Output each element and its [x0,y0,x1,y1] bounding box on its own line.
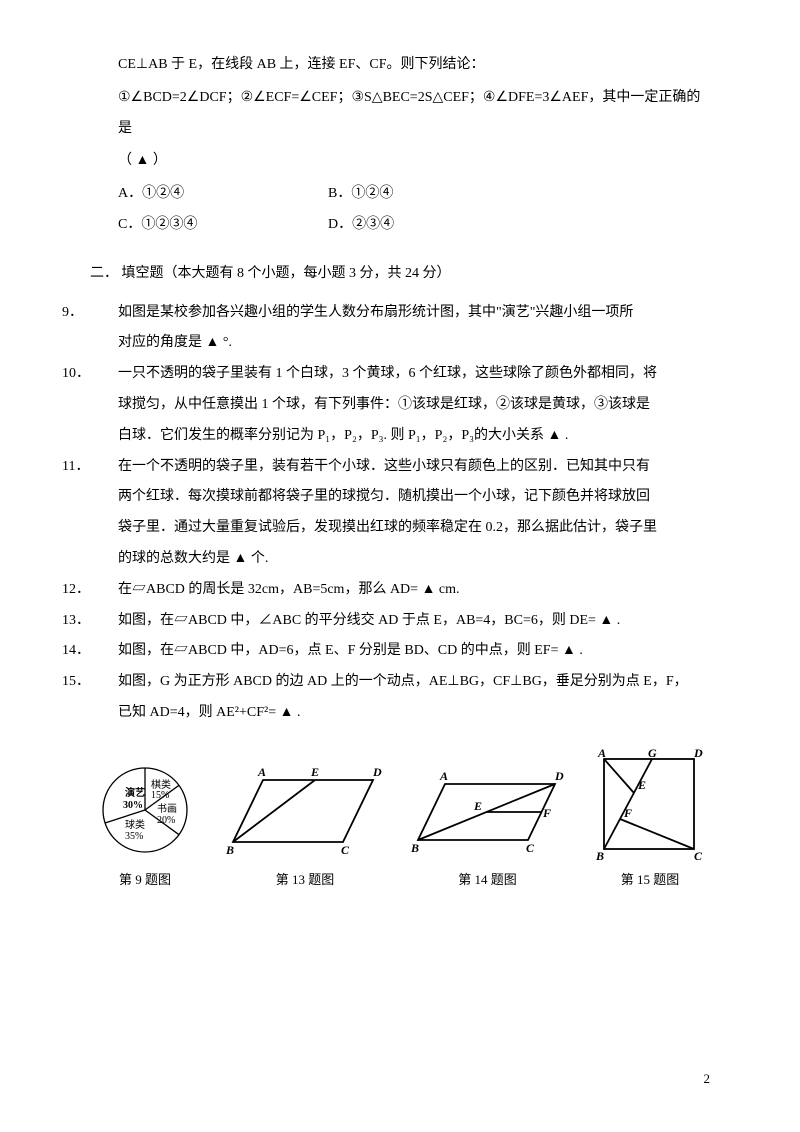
pie-shuhua-pct: 20% [157,815,175,826]
q9-num: 9． [90,298,118,329]
svg-text:A: A [439,769,448,783]
q8-option-d: D．②③④ [328,210,528,241]
q8-option-a: A．①②④ [118,179,328,210]
parallelogram-13-icon: A E D B C [225,762,385,862]
q10-line3: 白球．它们发生的概率分别记为 P₁，P₂，P₃. 则 P₁，P₂，P₃的大小关系… [90,421,710,452]
q15-text1: 如图，G 为正方形 ABCD 的边 AD 上的一个动点，AE⊥BG，CF⊥BG，… [118,674,688,689]
q8-options-row2: C．①②③④ D．②③④ [118,210,710,241]
figure-9-caption: 第 9 题图 [119,866,171,895]
parallelogram-14-icon: A D B C E F [410,762,565,862]
figures-row: 演艺 30% 棋类 15% 书画 20% 球类 35% 第 9 题图 A E D… [90,747,710,895]
figure-14: A D B C E F 第 14 题图 [410,762,565,895]
square-15-icon: A G D B C E F [590,747,710,862]
pie-shuhua-label: 书画 [157,803,177,815]
q11-line3: 袋子里．通过大量重复试验后，发现摸出红球的频率稳定在 0.2，那么据此估计，袋子… [90,513,710,544]
svg-text:A: A [257,765,266,779]
q12-num: 12． [90,575,118,606]
svg-text:F: F [623,806,632,820]
svg-text:B: B [595,849,604,862]
q13-line1: 13．如图，在▱ABCD 中，∠ABC 的平分线交 AD 于点 E，AB=4，B… [90,606,710,637]
q11-text1: 在一个不透明的袋子里，装有若干个小球．这些小球只有颜色上的区别．已知其中只有 [118,459,650,474]
q8-option-c: C．①②③④ [118,210,328,241]
q10-line2: 球搅匀，从中任意摸出 1 个球，有下列事件：①该球是红球，②该球是黄球，③该球是 [90,390,710,421]
svg-text:B: B [410,841,419,855]
q9-text1: 如图是某校参加各兴趣小组的学生人数分布扇形统计图，其中"演艺"兴趣小组一项所 [118,305,633,320]
svg-text:C: C [694,849,703,862]
q10-num: 10． [90,359,118,390]
q12-line1: 12．在▱ABCD 的周长是 32cm，AB=5cm，那么 AD= ▲ cm. [90,575,710,606]
q11-line4: 的球的总数大约是 ▲ 个. [90,544,710,575]
q12-text1: 在▱ABCD 的周长是 32cm，AB=5cm，那么 AD= ▲ cm. [118,582,460,597]
svg-text:D: D [554,769,564,783]
svg-text:B: B [225,843,234,857]
q10-line1: 10．一只不透明的袋子里装有 1 个白球，3 个黄球，6 个红球，这些球除了颜色… [90,359,710,390]
svg-text:D: D [372,765,382,779]
q13-text1: 如图，在▱ABCD 中，∠ABC 的平分线交 AD 于点 E，AB=4，BC=6… [118,613,620,628]
svg-text:E: E [473,799,482,813]
q8-options-row1: A．①②④ B．①②④ [118,179,710,210]
figure-15-caption: 第 15 题图 [621,866,680,895]
q10-text1: 一只不透明的袋子里装有 1 个白球，3 个黄球，6 个红球，这些球除了颜色外都相… [118,366,657,381]
section-2-title: 二． 填空题（本大题有 8 个小题，每小题 3 分，共 24 分） [90,259,710,290]
q11-num: 11． [90,452,118,483]
page-number: 2 [704,1065,711,1094]
figure-15: A G D B C E F 第 15 题图 [590,747,710,895]
q15-line2: 已知 AD=4，则 AE²+CF²= ▲ . [90,698,710,729]
q11-line1: 11．在一个不透明的袋子里，装有若干个小球．这些小球只有颜色上的区别．已知其中只… [90,452,710,483]
q15-line1: 15．如图，G 为正方形 ABCD 的边 AD 上的一个动点，AE⊥BG，CF⊥… [90,667,710,698]
q8-continuation-line2: ①∠BCD=2∠DCF；②∠ECF=∠CEF；③S△BEC=2S△CEF；④∠D… [118,83,710,145]
q14-text1: 如图，在▱ABCD 中，AD=6，点 E、F 分别是 BD、CD 的中点，则 E… [118,643,583,658]
q14-line1: 14．如图，在▱ABCD 中，AD=6，点 E、F 分别是 BD、CD 的中点，… [90,636,710,667]
q15-num: 15． [90,667,118,698]
svg-text:D: D [693,747,703,760]
svg-text:G: G [648,747,657,760]
q9-line1: 9．如图是某校参加各兴趣小组的学生人数分布扇形统计图，其中"演艺"兴趣小组一项所 [90,298,710,329]
pie-qiulei-label: 球类 [125,818,145,831]
q13-num: 13． [90,606,118,637]
svg-text:E: E [637,778,646,792]
q8-option-b: B．①②④ [328,179,528,210]
svg-text:F: F [542,806,551,820]
figure-13: A E D B C 第 13 题图 [225,762,385,895]
pie-qiulei-pct: 35% [125,831,143,842]
svg-text:C: C [526,841,535,855]
pie-yanyi-pct: 30% [123,800,143,811]
svg-text:A: A [597,747,606,760]
svg-text:C: C [341,843,350,857]
figure-13-caption: 第 13 题图 [276,866,335,895]
figure-9: 演艺 30% 棋类 15% 书画 20% 球类 35% 第 9 题图 [90,762,200,895]
q8-continuation-line3: （ ▲ ） [118,146,710,177]
q9-line2: 对应的角度是 ▲ °. [90,328,710,359]
pie-qilei-pct: 15% [151,790,169,801]
figure-14-caption: 第 14 题图 [458,866,517,895]
q14-num: 14． [90,636,118,667]
pie-chart-icon: 演艺 30% 棋类 15% 书画 20% 球类 35% [90,762,200,862]
pie-yanyi-label: 演艺 [125,786,145,799]
q8-continuation-line1: CE⊥AB 于 E，在线段 AB 上，连接 EF、CF。则下列结论： [118,50,710,81]
q11-line2: 两个红球．每次摸球前都将袋子里的球搅匀．随机摸出一个小球，记下颜色并将球放回 [90,482,710,513]
svg-text:E: E [310,765,319,779]
